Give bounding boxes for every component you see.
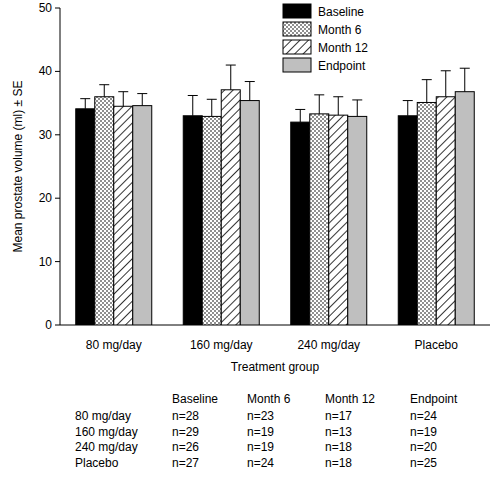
error-bar	[226, 65, 236, 90]
table-cell: n=26	[172, 440, 199, 454]
bar	[240, 101, 259, 325]
chart: 0 10 20 30 40 50 Mean prostate volume (ml) ± S…	[0, 0, 500, 477]
bars	[76, 65, 475, 325]
table-header: Month 6	[247, 392, 291, 406]
bar	[348, 116, 367, 325]
y-tick-label: 0	[45, 318, 52, 332]
table-header: Month 12	[325, 392, 375, 406]
table-cell: n=28	[172, 409, 199, 423]
x-tick-label: 160 mg/day	[190, 338, 253, 352]
legend-label: Endpoint	[318, 59, 366, 73]
bar	[310, 114, 329, 325]
table-cell: n=24	[247, 456, 274, 470]
table-cell: n=18	[325, 456, 352, 470]
x-axis-label: Treatment group	[231, 360, 320, 374]
legend-swatch	[283, 4, 311, 18]
error-bar	[118, 92, 128, 107]
legend-label: Month 6	[318, 23, 362, 37]
bar	[398, 116, 417, 325]
table-cell: n=24	[410, 409, 437, 423]
bar	[183, 116, 202, 325]
table-row-label: 240 mg/day	[75, 440, 138, 454]
bar	[202, 116, 221, 325]
table-row-label: 80 mg/day	[75, 409, 131, 423]
error-bar	[99, 85, 109, 97]
error-bar	[403, 101, 413, 116]
y-tick	[55, 8, 60, 9]
table-cell: n=20	[410, 440, 437, 454]
bar	[436, 97, 455, 325]
y-tick	[55, 325, 60, 326]
error-bar	[137, 94, 147, 106]
table-cell: n=13	[325, 425, 352, 439]
y-tick-label: 20	[39, 191, 53, 205]
table-cell: n=29	[172, 425, 199, 439]
legend-swatch	[283, 58, 311, 72]
bar	[417, 102, 436, 325]
error-bar	[333, 97, 343, 115]
error-bar	[80, 99, 90, 109]
error-bar	[441, 71, 451, 97]
bar	[76, 109, 95, 325]
error-bar	[460, 68, 470, 91]
bar	[114, 106, 133, 325]
y-tick-label: 30	[39, 128, 53, 142]
error-bar	[314, 95, 324, 114]
error-bar	[188, 95, 198, 115]
table-row-label: Placebo	[75, 456, 119, 470]
table-cell: n=19	[410, 425, 437, 439]
error-bar	[422, 80, 432, 103]
bar	[221, 90, 240, 325]
y-tick-label: 10	[39, 255, 53, 269]
bar	[133, 106, 152, 325]
table-cell: n=17	[325, 409, 352, 423]
y-tick	[55, 261, 60, 262]
legend-label: Month 12	[318, 41, 368, 55]
y-axis	[60, 8, 61, 325]
y-tick-label: 40	[39, 64, 53, 78]
table-header: Endpoint	[410, 392, 458, 406]
table-cell: n=23	[247, 409, 274, 423]
x-tick-label: 80 mg/day	[86, 338, 142, 352]
y-tick	[55, 71, 60, 72]
y-tick	[55, 134, 60, 135]
x-tick-label: 240 mg/day	[297, 338, 360, 352]
table-cell: n=25	[410, 456, 437, 470]
table-cell: n=18	[325, 440, 352, 454]
bar	[329, 115, 348, 325]
error-bar	[352, 100, 362, 116]
table-cell: n=27	[172, 456, 199, 470]
bar	[455, 92, 474, 325]
y-tick	[55, 198, 60, 199]
error-bar	[207, 99, 217, 116]
legend: Baseline Month 6 Month 12 Endpoint	[283, 4, 368, 73]
bar	[291, 122, 310, 325]
y-axis-label: Mean prostate volume (ml) ± SE	[11, 81, 25, 253]
x-tick-label: Placebo	[415, 338, 459, 352]
legend-swatch	[283, 40, 311, 54]
table-header: Baseline	[172, 392, 218, 406]
legend-swatch	[283, 22, 311, 36]
y-tick-label: 50	[39, 1, 53, 15]
bar	[95, 97, 114, 325]
error-bar	[295, 109, 305, 122]
error-bar	[245, 82, 255, 101]
table-cell: n=19	[247, 440, 274, 454]
table-cell: n=19	[247, 425, 274, 439]
table-row-label: 160 mg/day	[75, 425, 138, 439]
legend-label: Baseline	[318, 5, 364, 19]
